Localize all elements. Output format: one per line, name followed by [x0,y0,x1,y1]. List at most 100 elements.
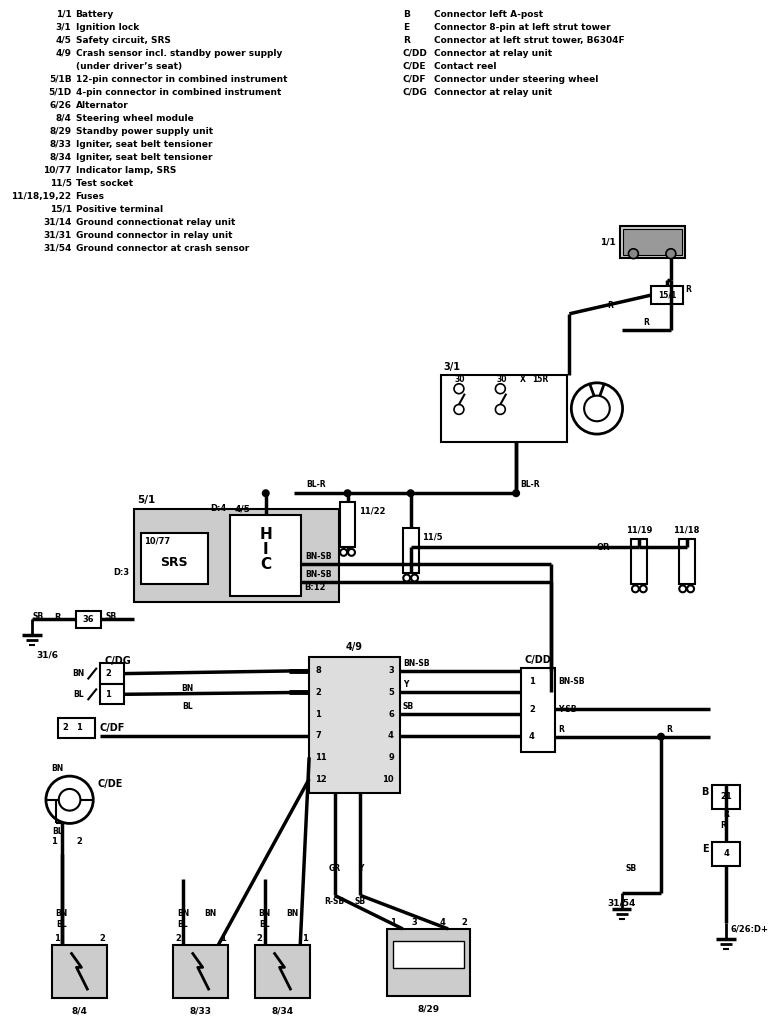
Text: 15R: 15R [532,376,548,384]
Text: 3/1: 3/1 [56,23,71,32]
Circle shape [495,404,505,415]
Bar [340,502,355,548]
Text: 10/77: 10/77 [144,536,171,545]
Text: 6: 6 [388,710,394,719]
Circle shape [640,586,646,592]
Bar [651,287,683,304]
Text: 4-pin connector in combined instrument: 4-pin connector in combined instrument [75,88,281,96]
Circle shape [411,574,418,582]
Text: 3: 3 [388,667,394,675]
Text: 11/18: 11/18 [674,525,700,535]
Text: 10: 10 [383,774,394,783]
Circle shape [46,776,93,823]
Text: Connector at relay unit: Connector at relay unit [435,49,553,57]
Text: Crash sensor incl. standby power supply: Crash sensor incl. standby power supply [75,49,282,57]
Text: 1/1: 1/1 [600,238,615,247]
Text: 15/1: 15/1 [658,291,676,300]
Circle shape [571,383,622,434]
Text: 6/26:D+: 6/26:D+ [730,925,768,934]
Text: 2: 2 [315,688,321,697]
Text: BL-R: BL-R [307,480,326,489]
Text: Connector left A-post: Connector left A-post [435,9,543,18]
Bar [255,945,310,998]
Text: 1: 1 [51,837,57,846]
Text: BL: BL [57,921,67,930]
Text: 5/1: 5/1 [137,496,156,505]
Text: Positive terminal: Positive terminal [75,205,163,214]
Text: 8: 8 [315,667,320,675]
Text: 8/34: 8/34 [50,153,71,162]
Text: D:3: D:3 [113,567,130,577]
Circle shape [345,490,351,497]
Text: Ground connector in relay unit: Ground connector in relay unit [75,230,232,240]
Circle shape [687,586,694,592]
Text: 11/5: 11/5 [422,532,443,541]
Text: Ground connectionat relay unit: Ground connectionat relay unit [75,218,235,227]
Text: SB: SB [105,612,116,621]
Text: BN: BN [258,908,271,918]
Text: SRS: SRS [161,556,188,568]
Text: 31/6: 31/6 [36,651,58,659]
Circle shape [348,549,355,556]
Circle shape [584,395,610,421]
Text: D:4: D:4 [210,505,227,513]
Text: C/DE: C/DE [97,779,123,790]
Bar [712,842,740,866]
Text: 8/4: 8/4 [71,1007,88,1016]
Text: 2: 2 [105,669,111,678]
Circle shape [629,249,639,259]
Text: 4: 4 [529,732,535,741]
Text: 2: 2 [461,919,467,928]
Text: 2: 2 [63,723,68,732]
Text: C/DE: C/DE [403,61,426,71]
Text: 2: 2 [175,934,181,943]
Text: 8/29: 8/29 [417,1005,439,1014]
Text: Safety circuit, SRS: Safety circuit, SRS [75,36,171,45]
Circle shape [666,249,676,259]
Text: 11/5: 11/5 [50,179,71,187]
Text: Connector at left strut tower, B6304F: Connector at left strut tower, B6304F [435,36,625,45]
Text: 1/1: 1/1 [56,9,71,18]
Bar [140,532,208,584]
Text: C/DF: C/DF [403,75,426,84]
Text: B:12: B:12 [304,584,326,592]
Bar [309,656,400,793]
Text: 6/26: 6/26 [50,100,71,110]
Text: BL-R: BL-R [520,480,539,489]
Text: R: R [720,821,726,829]
Text: Ground connector at crash sensor: Ground connector at crash sensor [75,244,249,253]
Text: R: R [666,725,672,734]
Text: BN: BN [204,908,217,918]
Text: Y-SB: Y-SB [559,705,577,714]
Text: BL: BL [74,690,85,698]
Text: 7: 7 [315,731,320,740]
Text: Connector under steering wheel: Connector under steering wheel [435,75,598,84]
Text: 11/19: 11/19 [626,525,653,535]
Text: SB: SB [355,897,366,906]
Text: Indicator lamp, SRS: Indicator lamp, SRS [75,166,176,175]
Text: BL: BL [53,826,63,836]
Text: (under driver’s seat): (under driver’s seat) [75,61,182,71]
Text: BN: BN [56,908,68,918]
Text: 3: 3 [412,919,417,928]
Text: 1: 1 [303,934,308,943]
Text: Test socket: Test socket [75,179,133,187]
Circle shape [658,734,664,739]
Text: BN-SB: BN-SB [403,658,429,668]
Text: C/DG: C/DG [403,88,428,96]
Text: 4/9: 4/9 [346,642,363,652]
Text: R: R [559,725,564,734]
Text: B: B [701,786,708,797]
Text: Fuses: Fuses [75,191,105,201]
Bar [100,663,124,684]
Text: 30: 30 [455,376,466,384]
Circle shape [59,788,81,811]
Bar [632,539,647,584]
Text: 12: 12 [315,774,327,783]
Text: 4/9: 4/9 [56,49,71,57]
Text: BN: BN [177,908,189,918]
Text: BL: BL [178,921,189,930]
Text: C/DF: C/DF [99,723,124,733]
Text: 11: 11 [315,753,327,762]
Text: BN-SB: BN-SB [559,677,585,686]
